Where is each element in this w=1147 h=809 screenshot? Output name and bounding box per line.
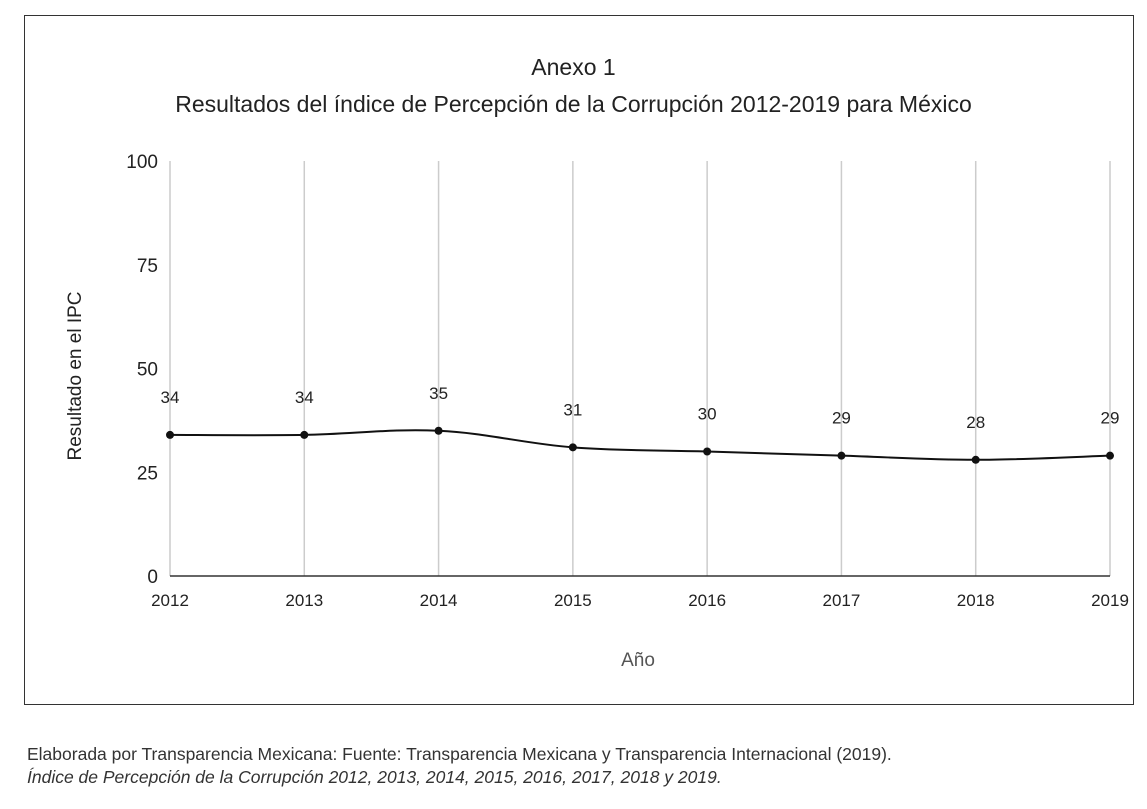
x-tick-label: 2014: [420, 591, 458, 610]
chart-title: Anexo 1: [531, 54, 616, 80]
x-tick-label: 2017: [823, 591, 861, 610]
data-point: [166, 430, 174, 439]
data-label: 35: [429, 384, 448, 403]
x-tick-label: 2015: [554, 591, 592, 610]
caption-line-2: Índice de Percepción de la Corrupción 20…: [27, 767, 722, 787]
data-point: [971, 455, 980, 464]
data-point: [568, 443, 577, 452]
data-point: [1106, 451, 1114, 460]
x-tick-label: 2018: [957, 591, 995, 610]
x-tick-label: 2016: [688, 591, 726, 610]
data-point: [300, 430, 309, 439]
series-line: [169, 429, 1111, 461]
x-axis-label: Año: [621, 650, 655, 671]
data-point: [703, 447, 712, 456]
caption-line-1: Elaborada por Transparencia Mexicana: Fu…: [27, 744, 892, 764]
x-tick-label: 2013: [285, 591, 323, 610]
chart-frame: [24, 15, 1134, 705]
data-label: 28: [966, 413, 985, 432]
data-label: 29: [1101, 409, 1120, 428]
data-label: 31: [563, 400, 582, 419]
source-caption: Elaborada por Transparencia Mexicana: Fu…: [27, 743, 892, 789]
y-tick-label: 75: [137, 256, 158, 277]
y-tick-label: 0: [147, 567, 158, 588]
data-label: 34: [161, 388, 180, 407]
data-label: 34: [295, 388, 314, 407]
y-axis-label: Resultado en el IPC: [65, 292, 86, 461]
data-label: 29: [832, 409, 851, 428]
y-tick-label: 25: [137, 463, 158, 484]
chart-subtitle: Resultados del índice de Percepción de l…: [175, 91, 972, 117]
data-point: [837, 451, 846, 460]
data-label: 30: [698, 405, 717, 424]
data-point: [434, 426, 443, 435]
x-tick-label: 2012: [151, 591, 189, 610]
y-tick-label: 100: [126, 152, 158, 173]
y-tick-label: 50: [137, 360, 158, 381]
x-tick-label: 2019: [1091, 591, 1129, 610]
